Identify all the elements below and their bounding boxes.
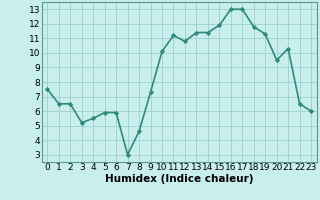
X-axis label: Humidex (Indice chaleur): Humidex (Indice chaleur) [105, 174, 253, 184]
